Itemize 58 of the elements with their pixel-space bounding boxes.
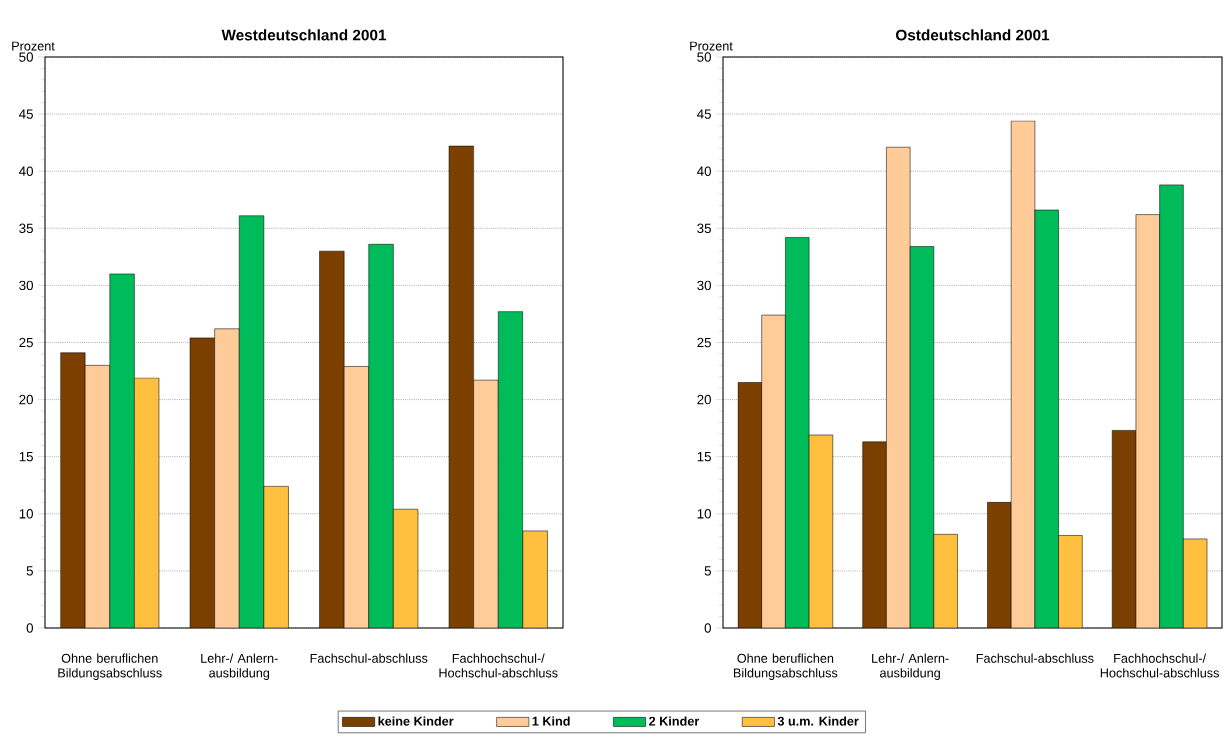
- y-tick-label: 15: [697, 452, 711, 462]
- y-tick-label: 40: [19, 166, 33, 176]
- bar: [1058, 535, 1083, 628]
- y-tick-label: 5: [26, 566, 33, 576]
- y-tick-label: 50: [19, 52, 33, 62]
- bar: [933, 534, 958, 628]
- y-tick-label: 0: [704, 623, 711, 633]
- bar: [109, 273, 135, 628]
- bar: [808, 434, 834, 628]
- bar: [1159, 184, 1184, 628]
- legend-label: 1 Kind: [532, 716, 570, 726]
- y-tick-label: 25: [19, 337, 33, 348]
- y-axis-title: Prozent: [690, 41, 733, 51]
- bar: [189, 337, 215, 628]
- legend-label: keine Kinder: [378, 716, 454, 726]
- x-tick-label: Fachhochschul-/ Hochschul-abschluss: [1100, 653, 1219, 678]
- bar: [761, 314, 786, 628]
- bar: [909, 246, 935, 628]
- y-tick-label: 30: [697, 280, 711, 291]
- y-tick-label: 10: [19, 509, 33, 519]
- x-tick-label: Ohne beruflichen Bildungsabschluss: [733, 653, 838, 680]
- bar: [497, 311, 524, 628]
- bar: [368, 244, 394, 628]
- y-tick-label: 5: [704, 566, 711, 576]
- bar: [1010, 120, 1036, 628]
- legend-label: 2 Kinder: [649, 716, 700, 726]
- y-tick-label: 50: [697, 52, 711, 62]
- x-tick-label: Fachschul-abschluss: [310, 653, 428, 663]
- y-tick-label: 40: [697, 166, 711, 176]
- legend-label: 3 u.m. Kinder: [777, 716, 859, 726]
- bar: [1034, 209, 1059, 628]
- bar: [785, 237, 810, 628]
- x-tick-label: Lehr-/ Anlern-ausbildung: [201, 653, 278, 680]
- y-tick-label: 30: [19, 280, 33, 291]
- y-tick-label: 35: [19, 223, 33, 234]
- bar: [886, 146, 911, 628]
- x-tick-label: Lehr-/ Anlern-ausbildung: [872, 653, 949, 680]
- y-tick-label: 20: [697, 394, 711, 405]
- chart-title: Westdeutschland 2001: [221, 29, 387, 41]
- y-tick-label: 15: [19, 452, 33, 462]
- y-axis-title: Prozent: [12, 41, 55, 51]
- y-tick-label: 35: [697, 223, 711, 233]
- y-tick-label: 25: [697, 337, 711, 348]
- chart-title: Ostdeutschland 2001: [896, 29, 1050, 41]
- bar: [1183, 538, 1208, 628]
- bar: [60, 352, 86, 628]
- bar: [238, 215, 265, 628]
- bar: [1135, 214, 1160, 628]
- x-tick-label: Fachhochschul-/ Hochschul-abschluss: [439, 653, 558, 678]
- y-tick-label: 10: [697, 509, 711, 519]
- x-tick-label: Fachschul-abschluss: [976, 653, 1094, 663]
- y-tick-label: 0: [26, 623, 33, 633]
- bar: [448, 145, 474, 628]
- y-tick-label: 45: [19, 109, 33, 119]
- y-tick-label: 20: [19, 394, 33, 405]
- x-tick-label: Ohne beruflichen Bildungsabschluss: [58, 653, 162, 680]
- bar: [319, 250, 345, 628]
- y-tick-label: 45: [697, 109, 711, 119]
